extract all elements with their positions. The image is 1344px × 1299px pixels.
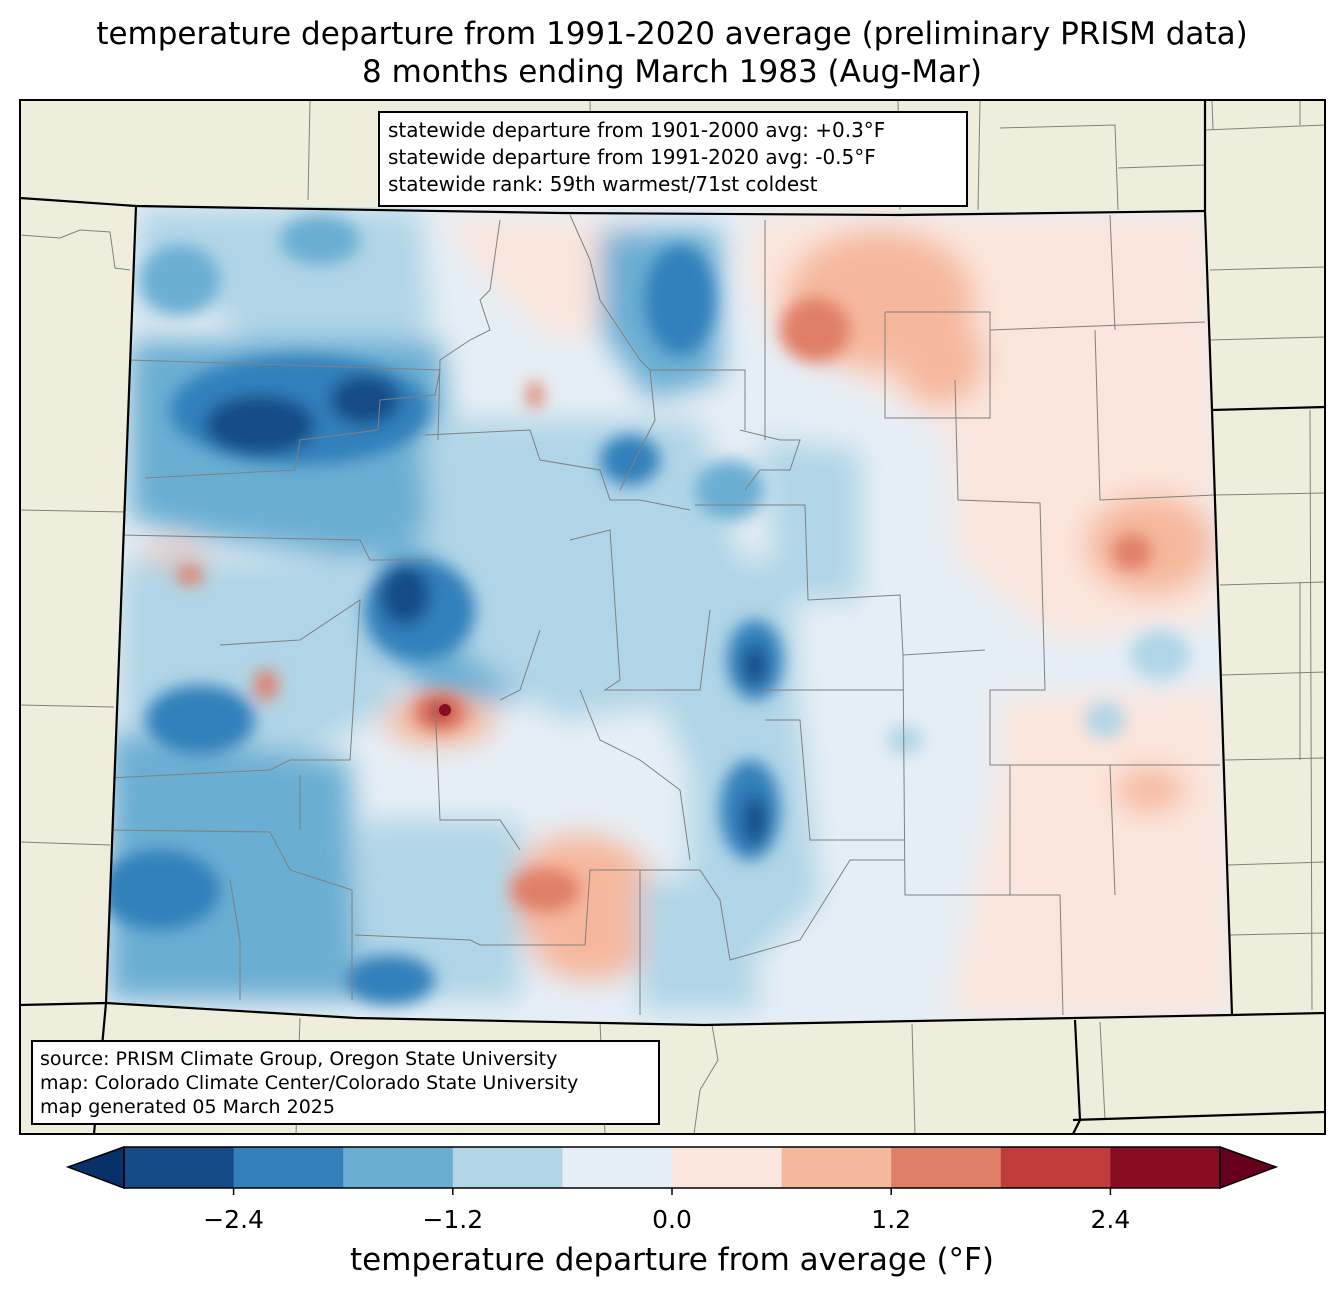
map-subtitle: 8 months ending March 1983 (Aug-Mar) — [362, 54, 982, 90]
colorbar-segment — [233, 1147, 344, 1188]
colorbar-segment — [1110, 1147, 1221, 1188]
stats-line-3: statewide rank: 59th warmest/71st coldes… — [388, 172, 818, 196]
colorbar-segment — [452, 1147, 563, 1188]
colorbar-segment — [562, 1147, 673, 1188]
colorbar-tick-label: −1.2 — [422, 1205, 484, 1234]
colorbar-tick-label: 2.4 — [1090, 1205, 1131, 1234]
colorbar-tick-label: −2.4 — [203, 1205, 264, 1234]
temperature-field — [106, 206, 1232, 1025]
colorbar-segment — [124, 1147, 235, 1188]
source-line-3: map generated 05 March 2025 — [40, 1096, 335, 1118]
colorbar-segment — [1000, 1147, 1111, 1188]
map-title: temperature departure from 1991-2020 ave… — [96, 16, 1248, 52]
source-line-2: map: Colorado Climate Center/Colorado St… — [40, 1072, 579, 1094]
colorado-county-lines — [109, 214, 1220, 1016]
source-line-1: source: PRISM Climate Group, Oregon Stat… — [40, 1048, 558, 1070]
statewide-stats-box: statewide departure from 1901-2000 avg: … — [378, 111, 968, 207]
colorbar-low-extension — [65, 1145, 125, 1190]
colorbar-tick-label: 1.2 — [871, 1205, 912, 1234]
colorbar-segment — [891, 1147, 1002, 1188]
colorbar-ticks — [232, 1188, 1112, 1195]
map-frame — [19, 99, 1326, 1135]
colorbar-segment — [781, 1147, 892, 1188]
stats-line-2: statewide departure from 1991-2020 avg: … — [388, 145, 876, 169]
colorbar-high-extension — [1219, 1145, 1279, 1190]
colorbar-segment — [672, 1147, 783, 1188]
source-box: source: PRISM Climate Group, Oregon Stat… — [31, 1040, 660, 1125]
colorbar-segment — [343, 1147, 454, 1188]
colorbar-label: temperature departure from average (°F) — [350, 1242, 994, 1278]
colorbar-tick-label: 0.0 — [652, 1205, 692, 1234]
stats-line-1: statewide departure from 1901-2000 avg: … — [388, 118, 886, 142]
colorbar-segments — [124, 1147, 1221, 1188]
colorbar — [65, 1145, 1279, 1195]
